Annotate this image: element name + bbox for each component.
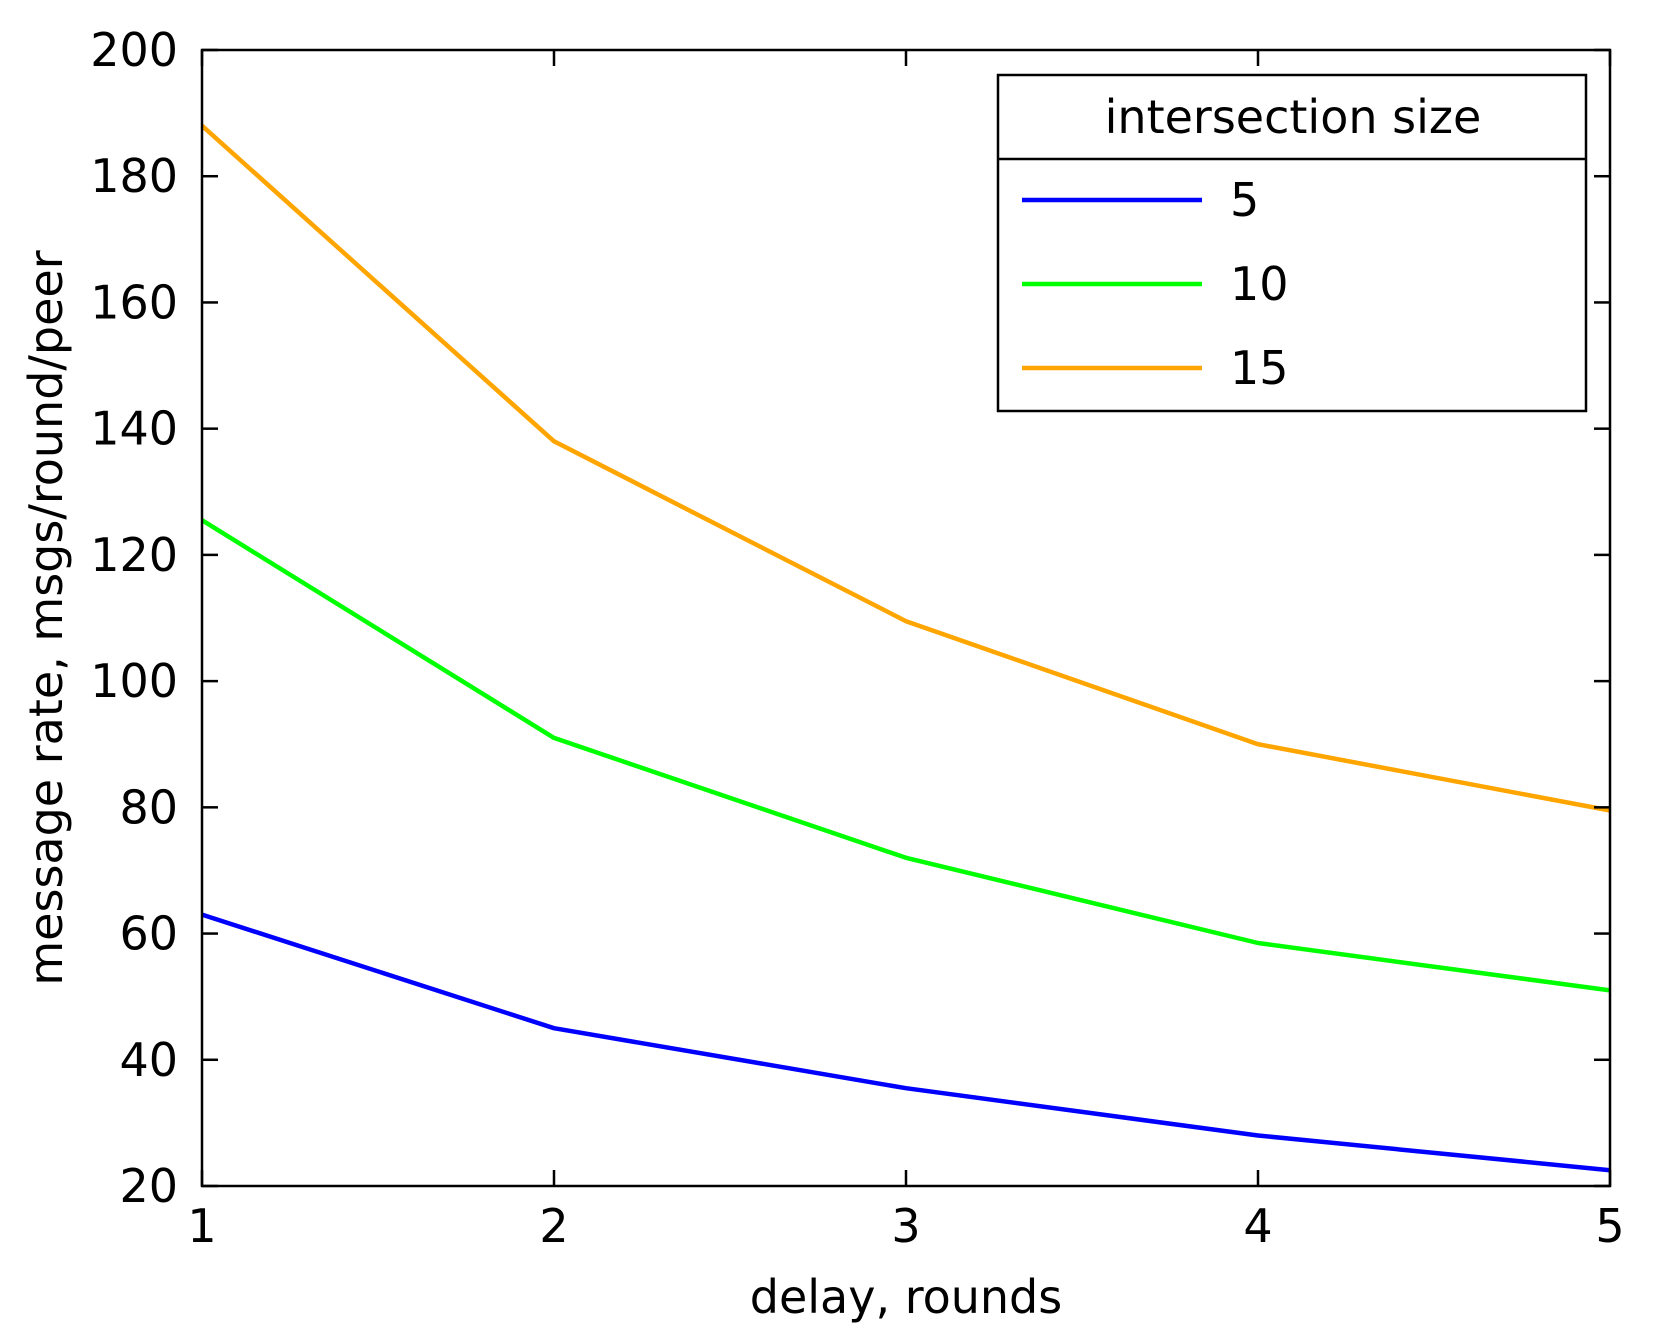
legend-box	[996, 73, 1588, 413]
x-tick-label: 2	[539, 1199, 568, 1253]
y-tick-label: 180	[90, 149, 178, 203]
x-tick-label: 1	[187, 1199, 216, 1253]
ticks-layer	[200, 48, 1612, 1188]
x-tick-label: 5	[1595, 1199, 1624, 1253]
y-tick-label: 60	[119, 907, 178, 961]
y-tick-label: 80	[119, 780, 178, 834]
series-line-15	[200, 124, 1611, 813]
legend-label-15: 15	[1230, 341, 1289, 395]
y-tick-label: 120	[90, 528, 178, 582]
y-tick-label: 20	[119, 1159, 178, 1213]
x-tick-label: 4	[1243, 1199, 1272, 1253]
series-line-5	[201, 912, 1611, 1173]
legend-title: intersection size	[1105, 90, 1482, 144]
series-line-10	[200, 518, 1611, 993]
series-layer	[200, 124, 1611, 1173]
legend-label-10: 10	[1230, 257, 1289, 311]
legend-entries: 5 10 15	[1022, 173, 1289, 395]
tick-labels-layer: 1 2 3 4 5 20 40 60 80 100 120 140 160 180 200	[90, 23, 1624, 1253]
y-tick-label: 160	[90, 275, 178, 329]
y-tick-label: 140	[90, 402, 178, 456]
x-axis-label: delay, rounds	[750, 1270, 1062, 1324]
y-tick-label: 200	[90, 23, 178, 77]
x-tick-label: 3	[891, 1199, 920, 1253]
legend: intersection size 5 10 15	[996, 73, 1588, 413]
legend-label-5: 5	[1230, 173, 1259, 227]
y-tick-label: 40	[119, 1033, 178, 1087]
y-axis-label: message rate, msgs/round/peer	[19, 250, 73, 985]
y-tick-label: 100	[90, 654, 178, 708]
